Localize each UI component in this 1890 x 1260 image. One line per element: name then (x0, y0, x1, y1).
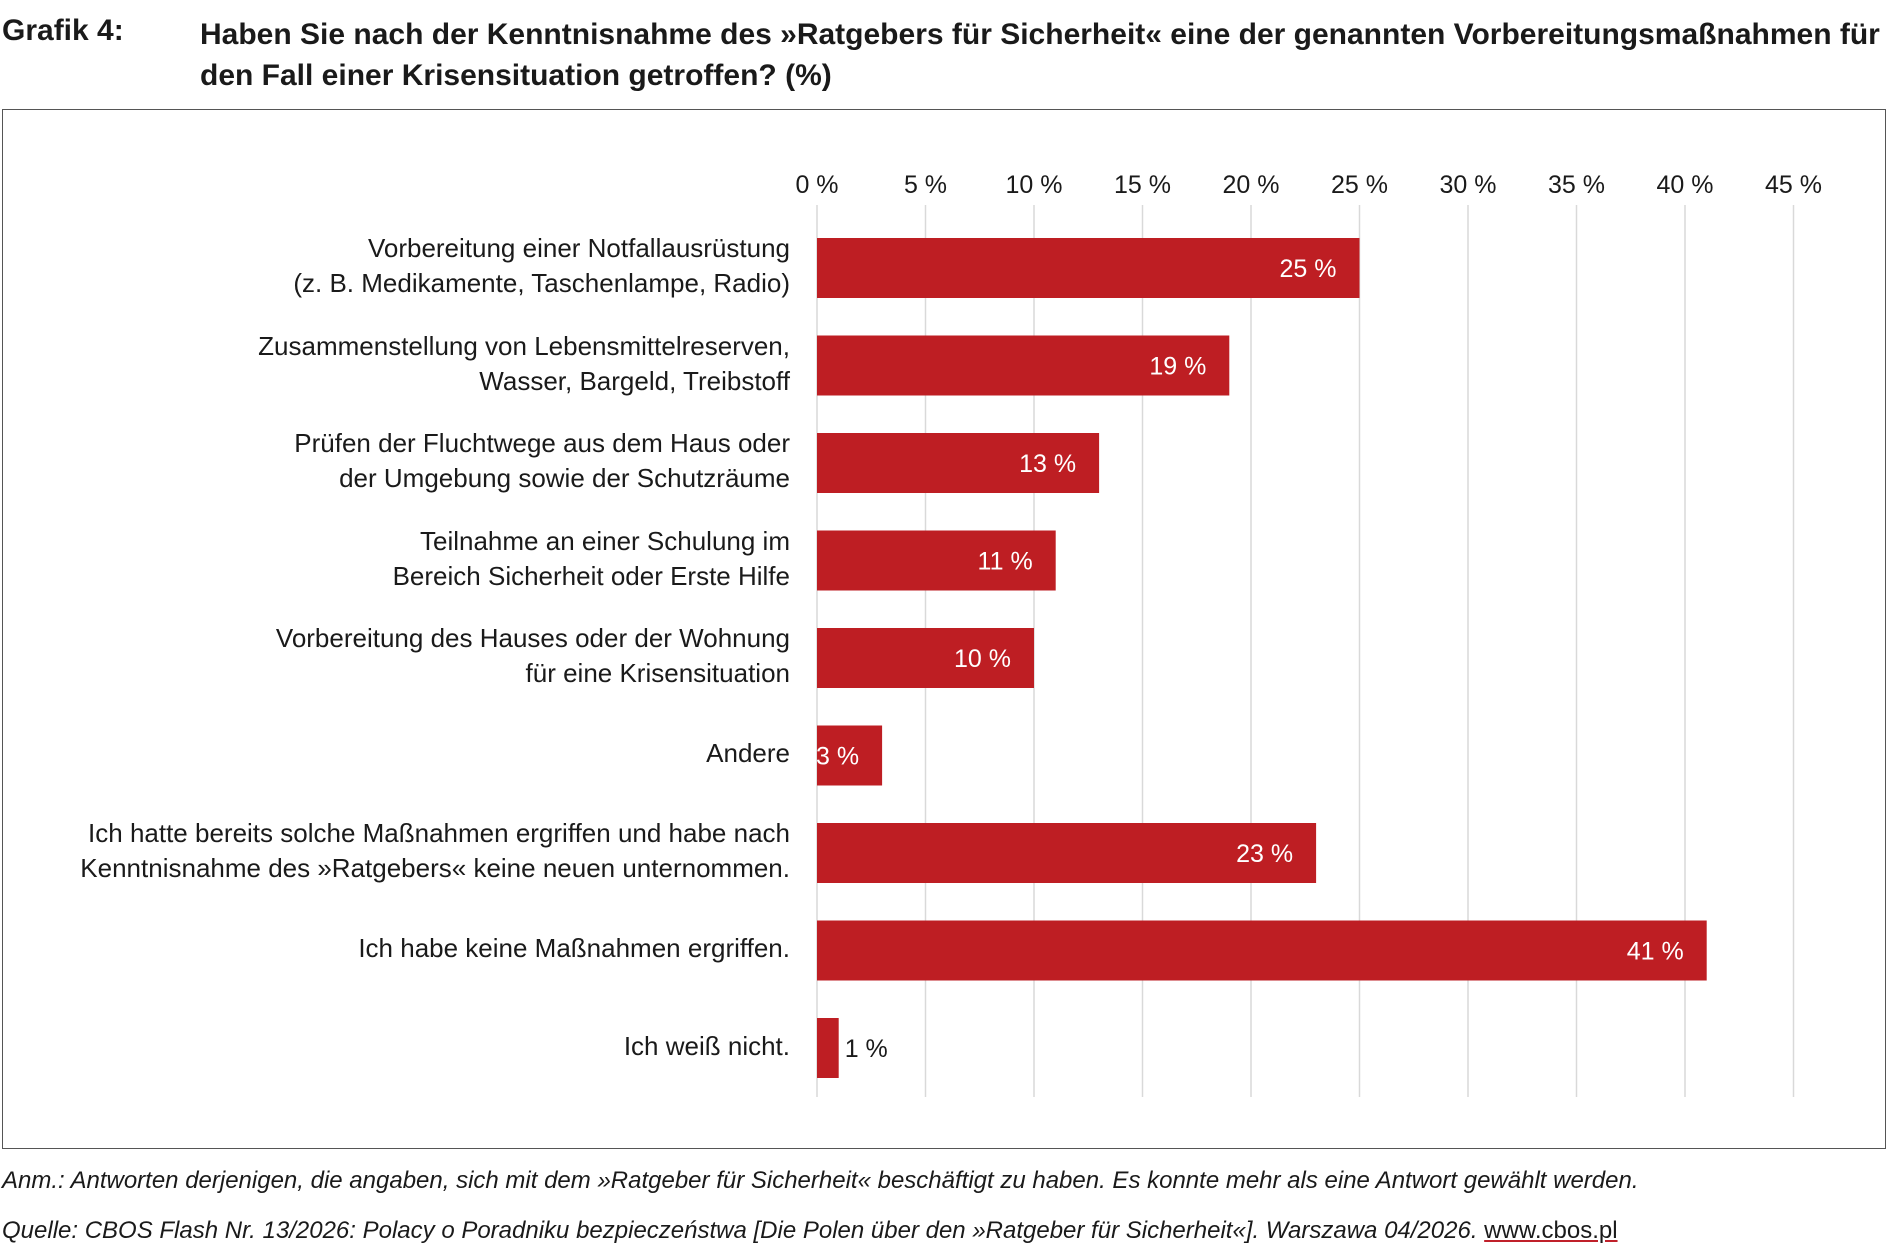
bar-value-label: 13 % (1019, 450, 1076, 478)
category-label: Ich weiß nicht. (624, 1029, 790, 1064)
category-label-line: der Umgebung sowie der Schutzräume (339, 463, 790, 493)
category-label: Andere (706, 736, 790, 771)
x-tick-label: 5 % (904, 171, 947, 199)
category-label-line: für eine Krisensituation (525, 658, 790, 688)
bar (817, 628, 1034, 688)
bar (817, 530, 1056, 591)
category-label-line: Kenntnisnahme des »Ratgebers« keine neue… (80, 853, 790, 883)
category-label-line: Andere (706, 738, 790, 768)
category-label-line: Vorbereitung einer Notfallausrüstung (367, 233, 790, 263)
x-tick-label: 20 % (1223, 171, 1280, 199)
category-label: Teilnahme an einer Schulung im Bereich Si… (393, 524, 790, 594)
x-tick-label: 35 % (1548, 171, 1605, 199)
bar (817, 725, 883, 786)
category-label: Ich hatte bereits solche Maßnahmen ergri… (80, 816, 790, 886)
chart-title: Haben Sie nach der Kenntnisnahme des »Ra… (200, 18, 1880, 92)
category-label-line: Prüfen der Fluchtwege aus dem Haus oder (294, 428, 790, 458)
x-tick-label: 15 % (1114, 171, 1171, 199)
category-label-line: Wasser, Bargeld, Treibstoff (479, 365, 790, 396)
bar (817, 335, 1230, 396)
x-tick-label: 10 % (1006, 171, 1063, 199)
category-label-line: Vorbereitung des Hauses oder der Wohnung (275, 623, 790, 653)
figure-number: Grafik 4: (2, 14, 124, 47)
footnote-anmerkung: Anm.: Antworten derjenigen, die angaben,… (2, 1167, 1639, 1194)
bar-value-label: 11 % (978, 548, 1033, 576)
bar (817, 238, 1360, 298)
bar-value-label: 23 % (1236, 840, 1293, 868)
bar-value-label: 25 % (1280, 255, 1337, 283)
bar-value-label: 41 % (1627, 938, 1684, 966)
x-tick-label: 0 % (795, 171, 838, 199)
bar-value-label: 19 % (1149, 353, 1206, 381)
bar-value-label: 3 % (816, 743, 859, 771)
bar (817, 433, 1100, 493)
category-label: Vorbereitung des Hauses oder der Wohnung… (276, 621, 790, 691)
x-tick-label: 30 % (1440, 171, 1497, 199)
category-label: Ich habe keine Maßnahmen ergriffen. (358, 931, 790, 966)
bar (817, 920, 1707, 981)
bar-value-label: 1 % (845, 1035, 888, 1063)
category-label: Vorbereitung einer Notfallausrüstung (z. … (293, 231, 790, 301)
chart-header: Grafik 4: Haben Sie nach der Kenntnisnah… (0, 0, 1890, 100)
bar-value-label: 10 % (954, 645, 1011, 673)
category-label: Zusammenstellung von Lebensmittelreserve… (258, 329, 790, 399)
source-link[interactable]: www.cbos.pl (1484, 1217, 1618, 1244)
category-label-line: Ich habe keine Maßnahmen ergriffen. (358, 933, 790, 963)
category-label-line: Teilnahme an einer Schulung im (420, 525, 790, 556)
chart-frame (2, 109, 1886, 1149)
category-label-line: (z. B. Medikamente, Taschenlampe, Radio) (293, 268, 790, 298)
footnote-quelle: Quelle: CBOS Flash Nr. 13/2026: Polacy o… (2, 1217, 1618, 1245)
category-label: Prüfen der Fluchtwege aus dem Haus oder d… (294, 426, 790, 496)
x-tick-label: 25 % (1331, 171, 1388, 199)
category-label-line: Ich weiß nicht. (623, 1030, 790, 1061)
x-tick-label: 45 % (1765, 171, 1822, 199)
x-tick-label: 40 % (1657, 171, 1714, 199)
source-text: Quelle: CBOS Flash Nr. 13/2026: Polacy o… (2, 1217, 1478, 1244)
category-label-line: Zusammenstellung von Lebensmittelreserve… (258, 330, 790, 361)
category-label-line: Bereich Sicherheit oder Erste Hilfe (392, 560, 790, 591)
bar (817, 823, 1317, 883)
category-label-line: Ich hatte bereits solche Maßnahmen ergri… (88, 818, 790, 848)
bar (817, 1018, 839, 1078)
